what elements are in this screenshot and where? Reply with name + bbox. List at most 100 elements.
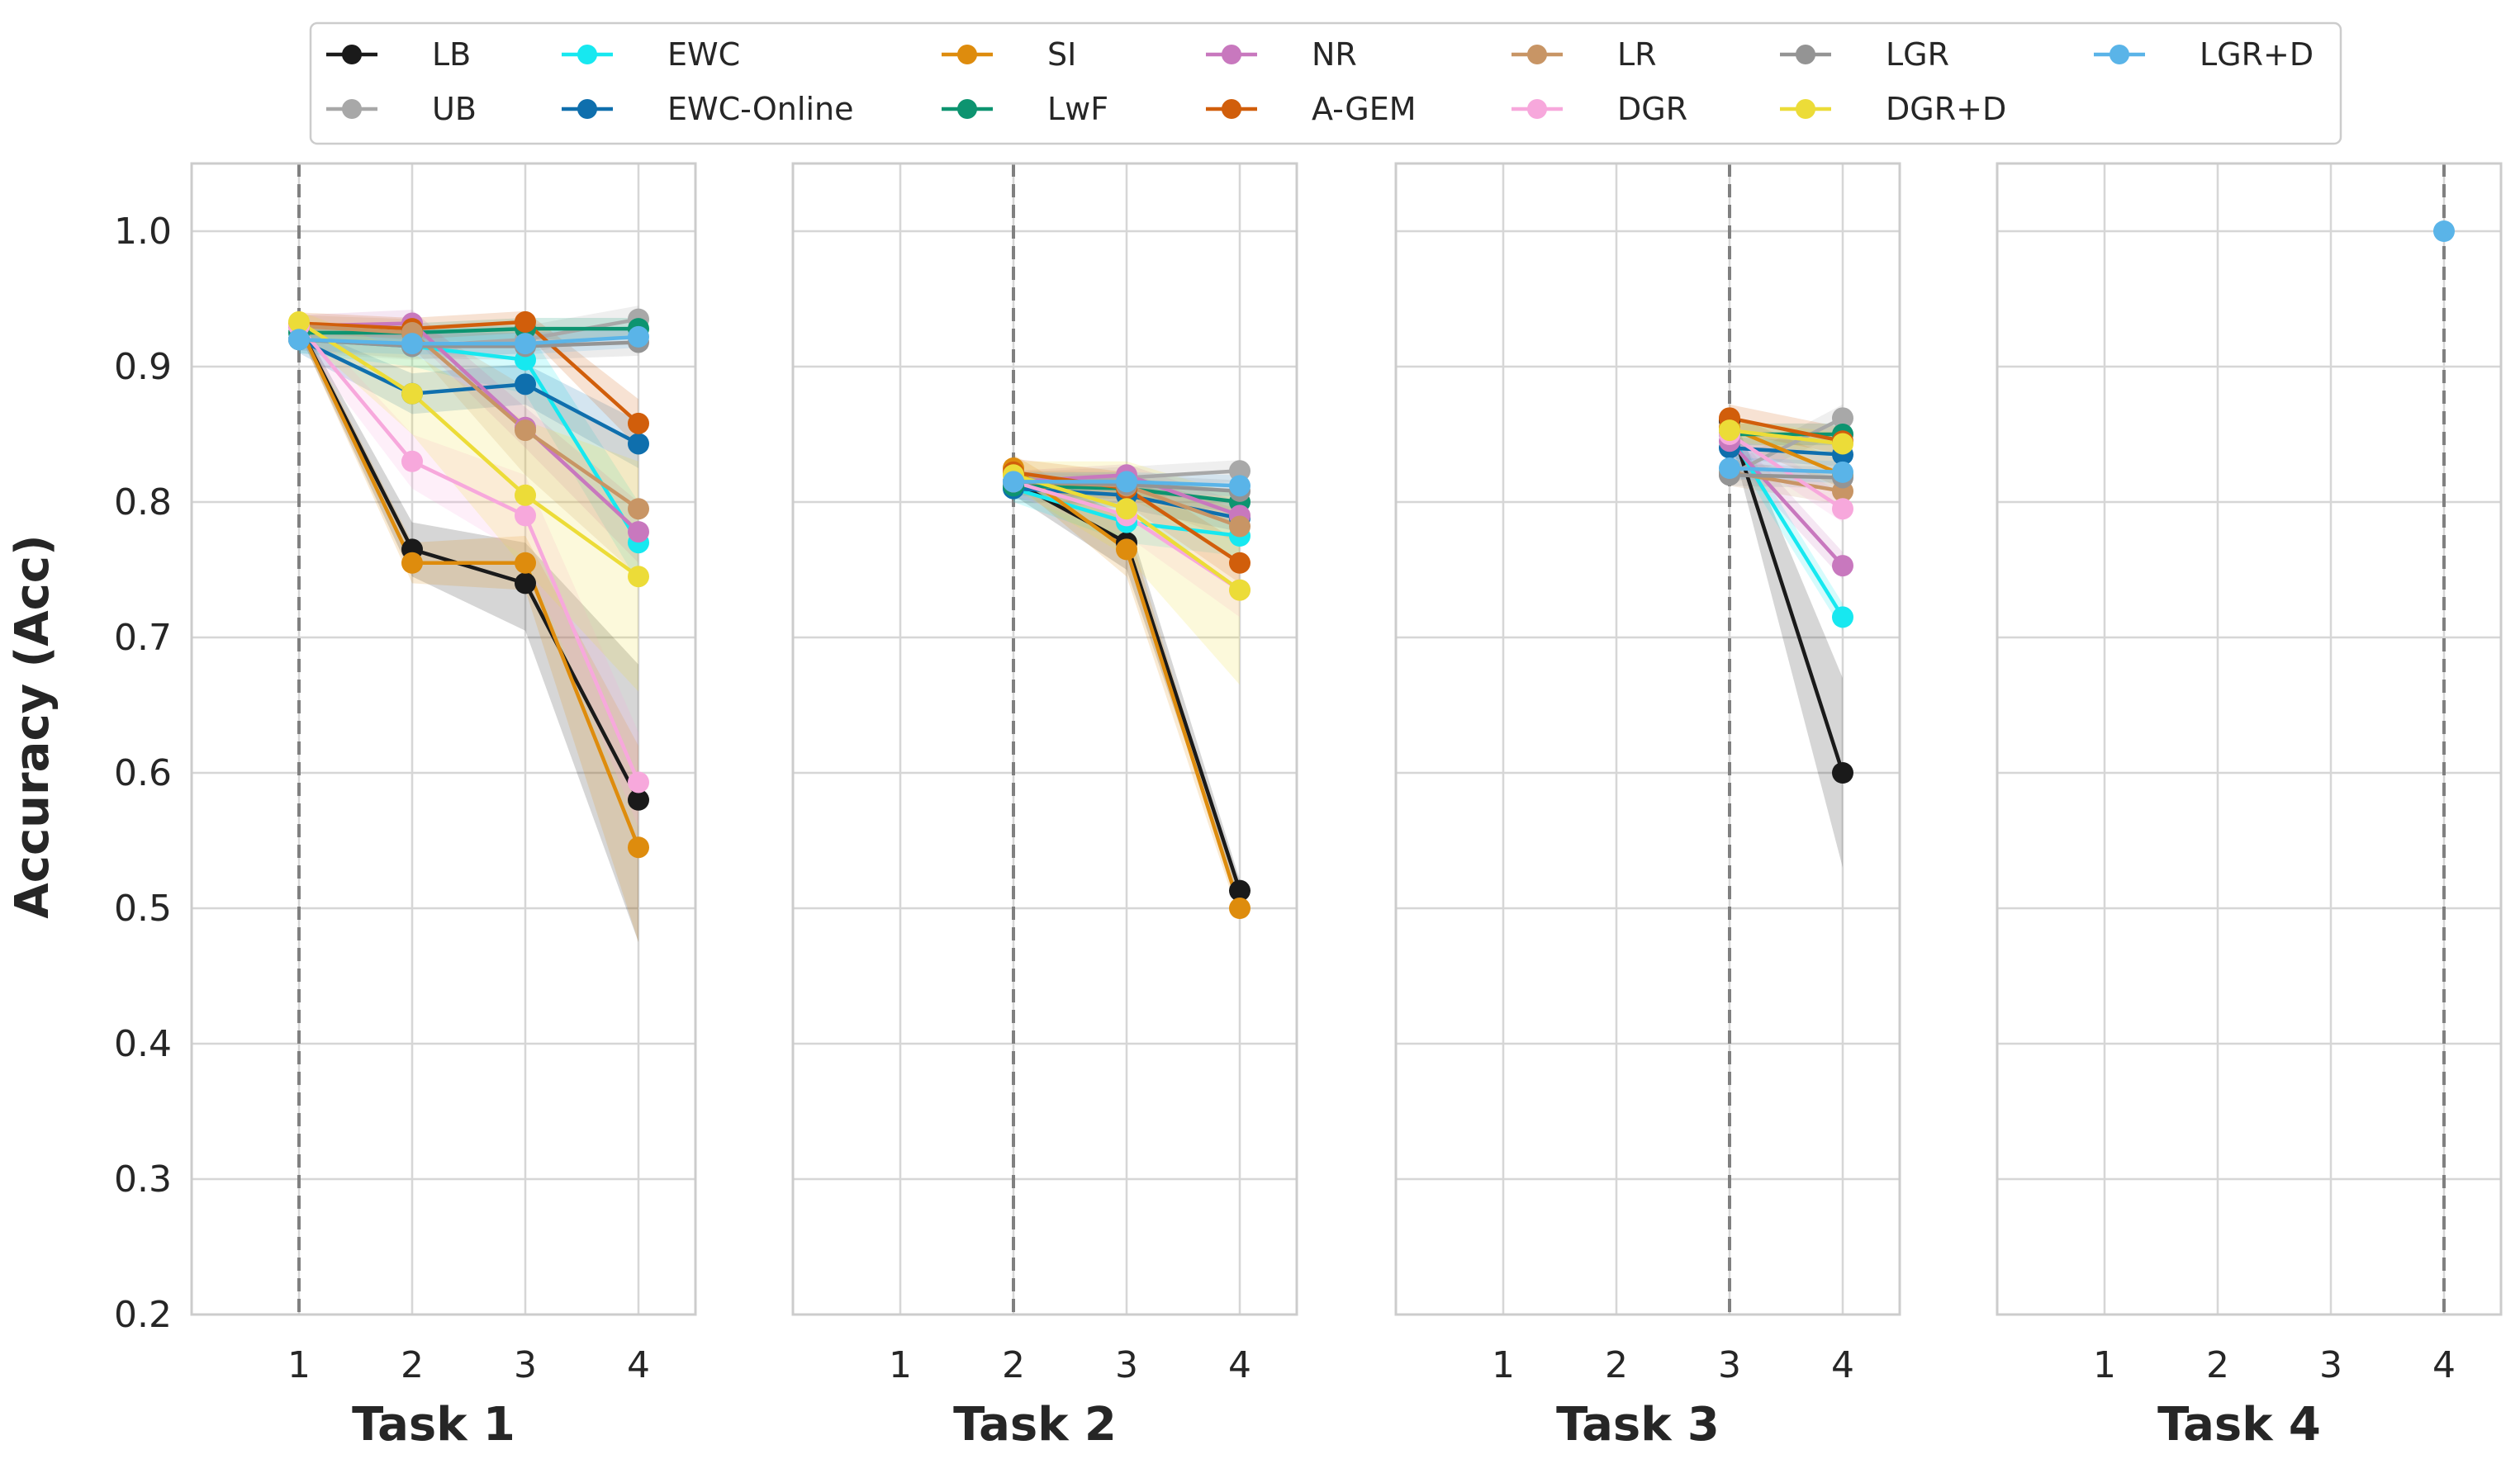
data-point-lb — [628, 789, 649, 811]
band-lb — [299, 319, 638, 943]
data-point-ub — [1229, 460, 1251, 482]
x-tick-label: 2 — [401, 1344, 424, 1386]
legend-label: NR — [1312, 36, 1357, 73]
legend-label: UB — [432, 91, 477, 127]
data-point-dgr — [1832, 498, 1853, 520]
data-point-dgr+d — [1719, 419, 1740, 442]
x-tick-label: 4 — [1228, 1344, 1251, 1386]
x-tick-label: 3 — [514, 1344, 537, 1386]
legend-marker — [1222, 99, 1241, 119]
data-point-lgr+d — [1229, 475, 1251, 497]
series-line-ewc-online — [298, 338, 640, 446]
series-line-dgr — [297, 324, 641, 784]
series-line-lwf — [299, 326, 638, 335]
panel-background — [793, 163, 1297, 1315]
legend-item-lr: LR — [1512, 36, 1657, 73]
panel-title: Task 1 — [352, 1398, 515, 1452]
data-point-lr — [628, 498, 649, 520]
data-point-lgr+d — [2433, 220, 2455, 242]
panel-1: 1 2 3 4 Task 1 0.2 0.3 0.4 0.5 0.6 0.7 0.8 0.9 1.0 — [114, 162, 697, 1452]
legend-marker — [1796, 45, 1815, 64]
legend-label: EWC-Online — [667, 91, 853, 127]
legend-label: A-GEM — [1312, 91, 1417, 127]
x-tick-label: 3 — [1718, 1344, 1741, 1386]
x-tick-label: 1 — [1492, 1344, 1515, 1386]
data-point-dgr+d — [1116, 498, 1137, 520]
data-point-dgr — [515, 505, 536, 527]
band-lb — [1730, 407, 1843, 868]
data-point-si — [628, 836, 649, 859]
legend-label: SI — [1047, 36, 1076, 73]
legend: LB UB EWC EWC-Online SI LwF NR A-GEM LR DGR LGR DGR… — [309, 21, 2342, 145]
y-tick-label: 0.2 — [114, 1294, 172, 1336]
legend-item-lgr: LGR — [1780, 36, 1949, 73]
legend-marker — [957, 99, 977, 119]
legend-label: DGR — [1617, 91, 1687, 127]
band-ewc — [299, 325, 638, 584]
data-point-si — [1229, 898, 1251, 919]
legend-marker — [342, 99, 362, 119]
data-point-ub — [1832, 407, 1853, 429]
data-point-a-gem — [628, 412, 649, 434]
data-point-a-gem — [1229, 552, 1251, 574]
data-point-lgr+d — [401, 333, 423, 355]
legend-marker — [577, 99, 597, 119]
x-tick-label: 2 — [2206, 1344, 2229, 1386]
data-point-lgr+d — [1003, 471, 1024, 493]
data-point-nr — [1832, 555, 1853, 577]
y-tick-label: 0.6 — [114, 752, 172, 794]
series-line-lb — [1727, 419, 1845, 774]
legend-label: EWC — [667, 36, 740, 73]
data-point-dgr+d — [628, 566, 649, 588]
series-line-ewc — [1728, 433, 1844, 618]
legend-item-ewc: EWC — [562, 36, 740, 73]
x-tick-label: 1 — [889, 1344, 912, 1386]
data-point-lgr+d — [1719, 457, 1740, 479]
data-point-si — [401, 552, 423, 574]
legend-item-a-gem: A-GEM — [1206, 91, 1417, 127]
legend-marker — [1222, 45, 1241, 64]
y-tick-label: 1.0 — [114, 211, 172, 253]
data-point-lb — [1229, 879, 1251, 902]
series-line-a-gem — [298, 320, 640, 425]
series-line-a-gem — [1729, 416, 1844, 443]
series-line-lgr+d — [1729, 466, 1844, 475]
panel-background — [1396, 163, 1900, 1315]
legend-item-ewc-online: EWC-Online — [562, 91, 853, 127]
legend-label: LR — [1617, 36, 1657, 73]
x-tick-label: 1 — [2093, 1344, 2116, 1386]
data-point-lr — [515, 419, 536, 442]
legend-marker — [1527, 99, 1547, 119]
series-line-dgr+d — [1729, 428, 1844, 446]
panel-frame — [791, 162, 1298, 1316]
series-line-lgr — [1729, 472, 1844, 480]
data-point-ewc-online — [628, 433, 649, 455]
legend-item-lgr+d: LGR+D — [2094, 36, 2314, 73]
x-tick-label: 3 — [1115, 1344, 1138, 1386]
y-tick-label: 0.7 — [114, 617, 172, 659]
data-point-dgr — [401, 450, 423, 472]
legend-item-lb: LB — [326, 36, 471, 73]
data-point-lgr+d — [1116, 471, 1137, 493]
legend-label: LGR+D — [2200, 36, 2314, 73]
panel-frame — [190, 162, 697, 1316]
panel-background — [192, 163, 695, 1315]
x-tick-label: 2 — [1002, 1344, 1025, 1386]
y-tick-label: 0.3 — [114, 1158, 172, 1201]
y-axis-title: Accuracy (Acc) — [6, 534, 59, 918]
y-tick-label: 0.4 — [114, 1023, 172, 1065]
data-point-lgr+d — [515, 333, 536, 355]
data-point-si — [1116, 538, 1137, 561]
x-tick-label: 4 — [2432, 1344, 2456, 1386]
panel-3: 1 2 3 4 Task 3 — [1394, 162, 1901, 1452]
band-dgr+d — [299, 310, 638, 692]
data-point-dgr+d — [1832, 433, 1853, 455]
series-line-lgr+d — [298, 334, 639, 346]
data-point-dgr+d — [515, 484, 536, 506]
data-point-lgr+d — [1832, 461, 1853, 483]
legend-item-ub: UB — [326, 91, 477, 127]
band-dgr+d — [1013, 461, 1240, 685]
band-a-gem — [1013, 458, 1240, 584]
